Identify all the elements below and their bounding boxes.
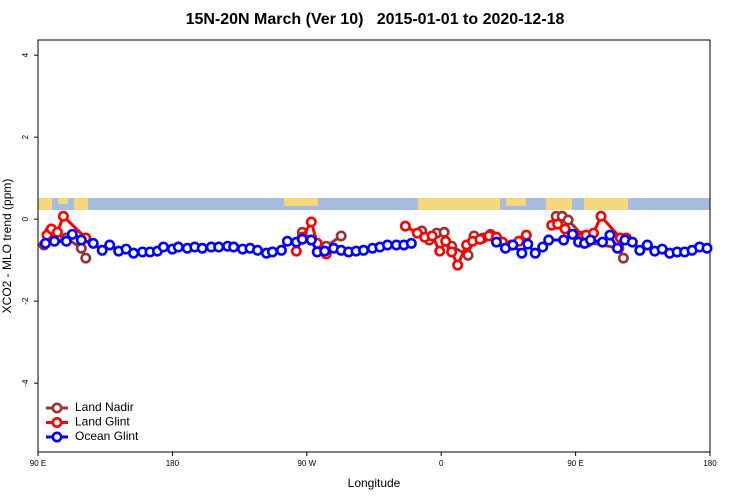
point [128,247,140,259]
point [305,216,317,228]
point [57,210,69,222]
point [562,214,574,226]
point [281,235,293,247]
legend-marker [51,416,63,428]
point [96,244,108,256]
y-tick-label: 2 [21,134,30,139]
y-tick-label: 4 [21,52,30,57]
point [399,220,411,232]
point [516,247,528,259]
point [543,234,555,246]
x-tick-label: 90 E [30,459,46,468]
point [319,245,331,257]
y-tick-label: -4 [21,379,30,387]
legend-label: Land Nadir [75,400,134,414]
legend-marker [51,402,63,414]
point [522,238,534,250]
point [66,228,78,240]
point [490,236,502,248]
y-tick-label: -2 [21,297,30,305]
point [611,242,623,254]
y-axis-label: XCO2 - MLO trend (ppm) [0,179,14,314]
point [507,239,519,251]
point [585,234,597,246]
point [558,234,570,246]
point [213,241,225,253]
point [438,226,450,238]
point [290,245,302,257]
x-tick-label: 180 [703,459,717,468]
point [266,246,278,258]
point [305,234,317,246]
point [595,210,607,222]
x-axis-label: Longitude [348,476,401,490]
point [604,229,616,241]
point [626,236,638,248]
point [39,237,51,249]
point [104,239,116,251]
point [634,244,646,256]
point [358,244,370,256]
point [701,242,713,254]
point [381,239,393,251]
point [426,230,438,242]
point [552,218,564,230]
point [48,235,60,247]
point [452,259,464,271]
point [60,235,72,247]
point [75,234,87,246]
point [296,233,308,245]
point [196,242,208,254]
point [275,244,287,256]
point [529,247,541,259]
legend-marker [51,431,63,443]
land-patches [38,198,628,210]
point [434,245,446,257]
point [87,237,99,249]
point [520,229,532,241]
point [462,249,474,261]
point [596,236,608,248]
point [559,223,571,235]
point [335,230,347,242]
point [537,241,549,253]
point [446,246,458,258]
x-tick-label: 90 W [297,459,316,468]
point [157,241,169,253]
y-tick-label: 0 [21,216,30,221]
point [228,241,240,253]
point [474,233,486,245]
point [440,235,452,247]
chart-title: 15N-20N March (Ver 10) 2015-01-01 to 202… [186,11,565,28]
point [51,226,63,238]
point [567,228,579,240]
x-tick-label: 90 E [567,459,583,468]
x-tick-label: 0 [439,459,444,468]
point [172,241,184,253]
point [80,252,92,264]
legend-label: Ocean Glint [75,429,139,443]
point [641,239,653,251]
x-tick-label: 180 [166,459,180,468]
point [617,252,629,264]
map-strip [38,198,710,210]
point [252,244,264,256]
legend-label: Land Glint [75,415,130,429]
point [405,237,417,249]
